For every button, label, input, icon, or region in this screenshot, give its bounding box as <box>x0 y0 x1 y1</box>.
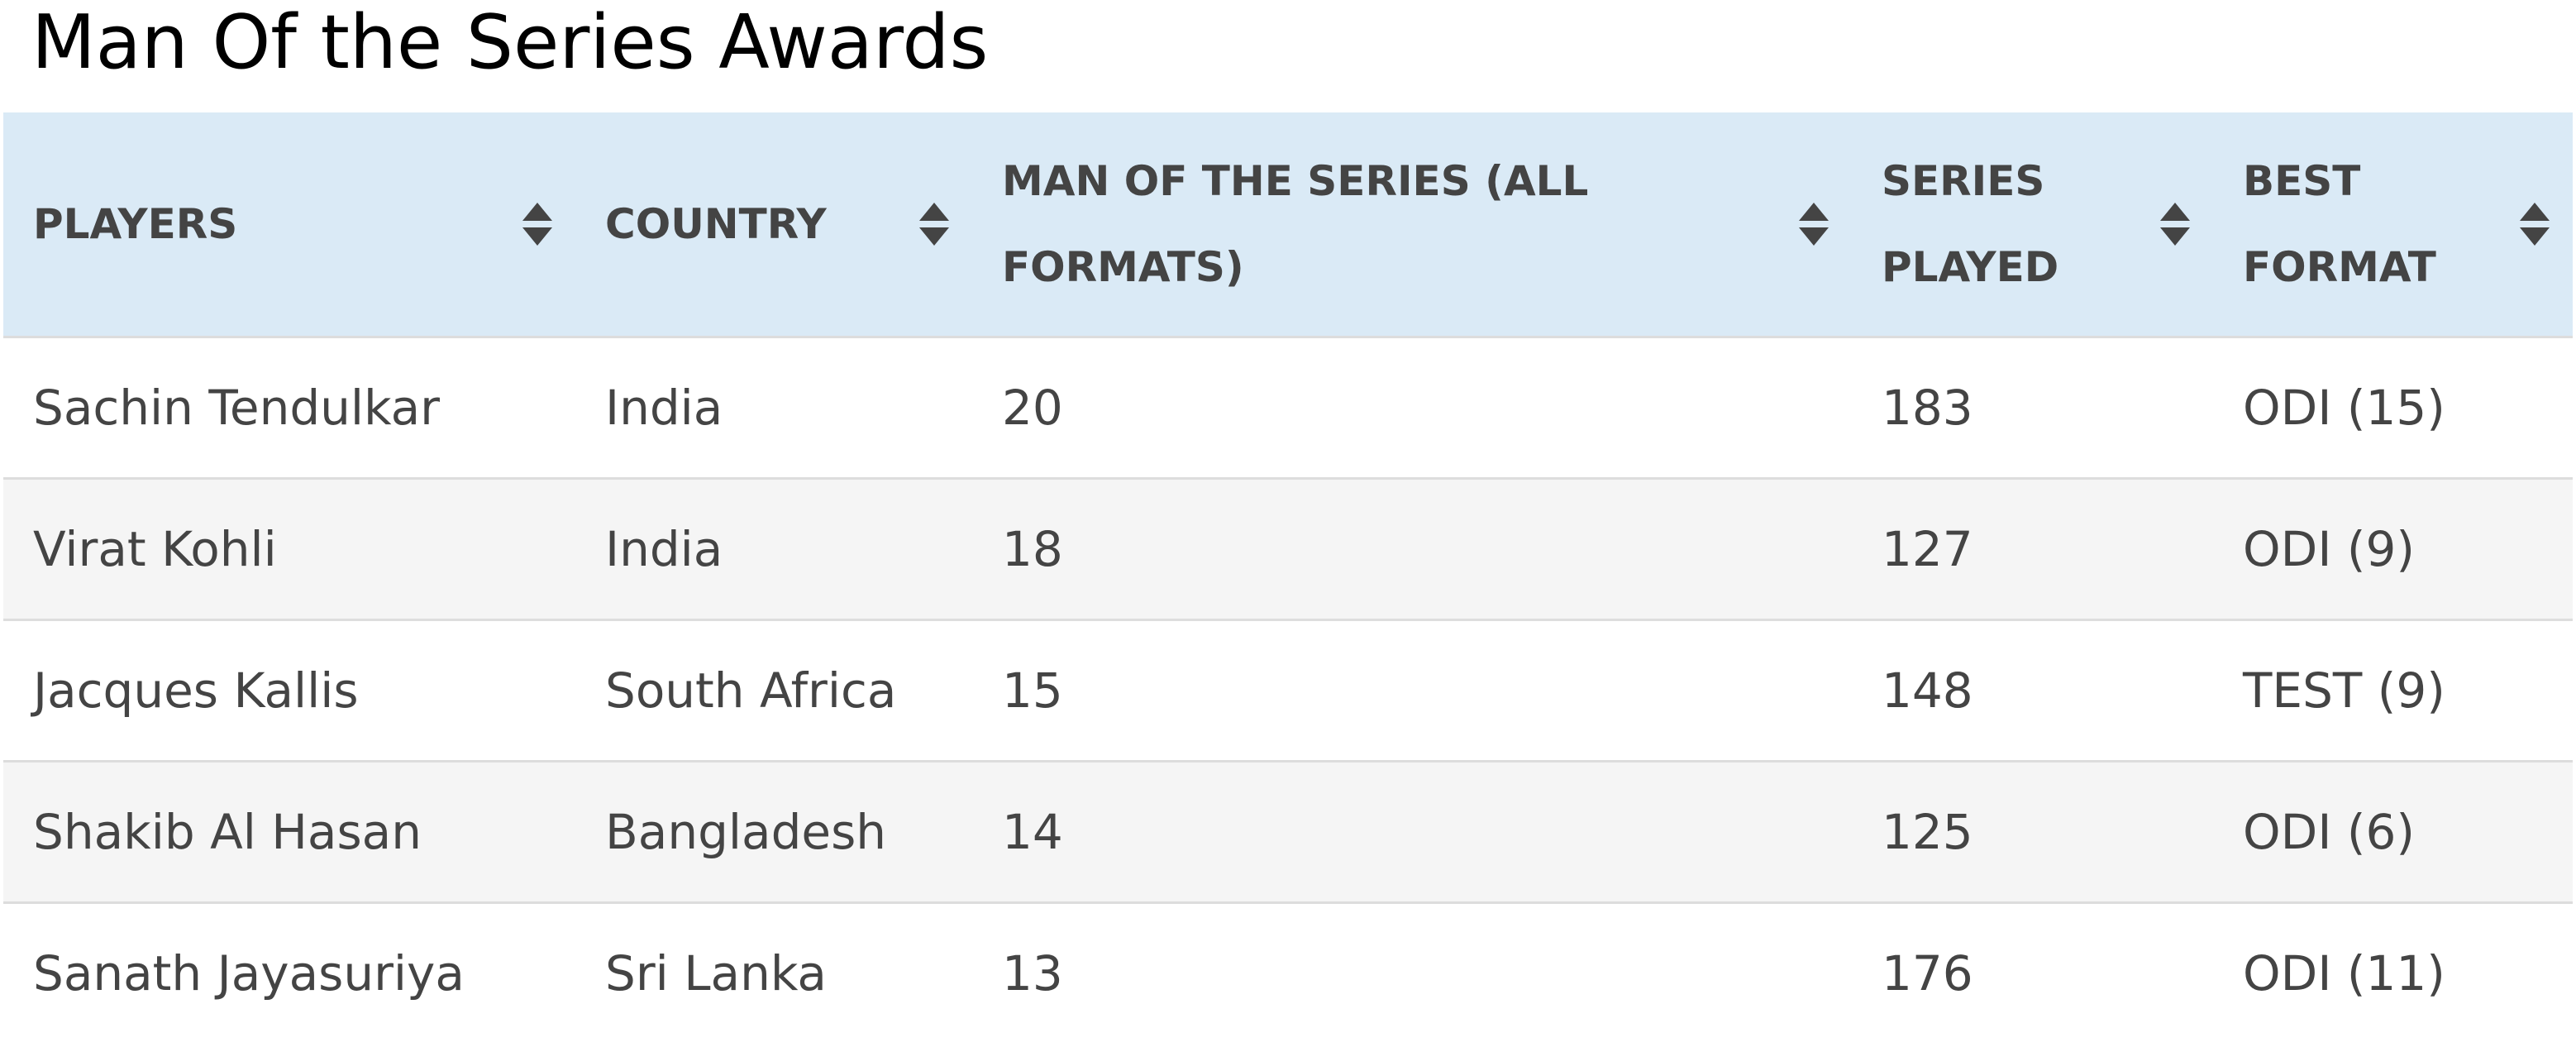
table-cell: ODI (15) <box>2213 335 2573 478</box>
column-header[interactable]: MAN OF THE SERIES (ALL FORMATS) <box>972 112 1852 337</box>
sort-icon[interactable] <box>2159 201 2192 247</box>
page-title: Man Of the Series Awards <box>31 0 989 86</box>
table-cell: 176 <box>1852 901 2213 1044</box>
table-row: Sachin Tendulkar India 20 183 ODI (15) <box>3 335 2573 478</box>
table-cell: Shakib Al Hasan <box>3 759 575 902</box>
table-row: Sanath Jayasuriya Sri Lanka 13 176 ODI (11) <box>3 901 2573 1044</box>
sort-icon[interactable] <box>521 201 554 247</box>
table-cell: Bangladesh <box>575 759 972 902</box>
table-cell: 125 <box>1852 759 2213 902</box>
header-label: BEST FORMAT <box>2243 156 2436 291</box>
table-cell: 148 <box>1852 618 2213 761</box>
column-header[interactable]: BEST FORMAT <box>2213 112 2573 337</box>
sort-icon[interactable] <box>918 201 951 247</box>
table-cell: Sri Lanka <box>575 901 972 1044</box>
table-cell: Sachin Tendulkar <box>3 335 575 478</box>
header-label: PLAYERS <box>33 199 238 248</box>
header-label: MAN OF THE SERIES (ALL FORMATS) <box>1002 156 1589 291</box>
table-cell: India <box>575 476 972 619</box>
table-cell: Virat Kohli <box>3 476 575 619</box>
table-cell: India <box>575 335 972 478</box>
table-row: Virat Kohli India 18 127 ODI (9) <box>3 476 2573 619</box>
header-row: PLAYERS COUNTRY MAN OF THE SERIES (ALL FOR… <box>3 112 2573 337</box>
column-header[interactable]: SERIES PLAYED <box>1852 112 2213 337</box>
table-cell: 18 <box>972 476 1852 619</box>
table-row: Jacques Kallis South Africa 15 148 TEST (9) <box>3 618 2573 761</box>
column-header[interactable]: PLAYERS <box>3 112 575 337</box>
table-cell: Jacques Kallis <box>3 618 575 761</box>
table-cell: 127 <box>1852 476 2213 619</box>
sort-icon[interactable] <box>2518 201 2551 247</box>
header-label: SERIES PLAYED <box>1882 156 2059 291</box>
sort-icon[interactable] <box>1797 201 1830 247</box>
header-label: COUNTRY <box>605 199 827 248</box>
table-cell: ODI (6) <box>2213 759 2573 902</box>
table-cell: TEST (9) <box>2213 618 2573 761</box>
table-body: Sachin Tendulkar India 20 183 ODI (15) Virat … <box>3 335 2573 1044</box>
table-cell: Sanath Jayasuriya <box>3 901 575 1044</box>
table-cell: 14 <box>972 759 1852 902</box>
table-row: Shakib Al Hasan Bangladesh 14 125 ODI (6) <box>3 759 2573 902</box>
column-header[interactable]: COUNTRY <box>575 112 972 337</box>
table-cell: 15 <box>972 618 1852 761</box>
awards-table: PLAYERS COUNTRY MAN OF THE SERIES (ALL FOR… <box>3 112 2573 1044</box>
table-cell: 13 <box>972 901 1852 1044</box>
table-cell: ODI (11) <box>2213 901 2573 1044</box>
table-cell: 20 <box>972 335 1852 478</box>
table-cell: South Africa <box>575 618 972 761</box>
table-cell: 183 <box>1852 335 2213 478</box>
table-cell: ODI (9) <box>2213 476 2573 619</box>
